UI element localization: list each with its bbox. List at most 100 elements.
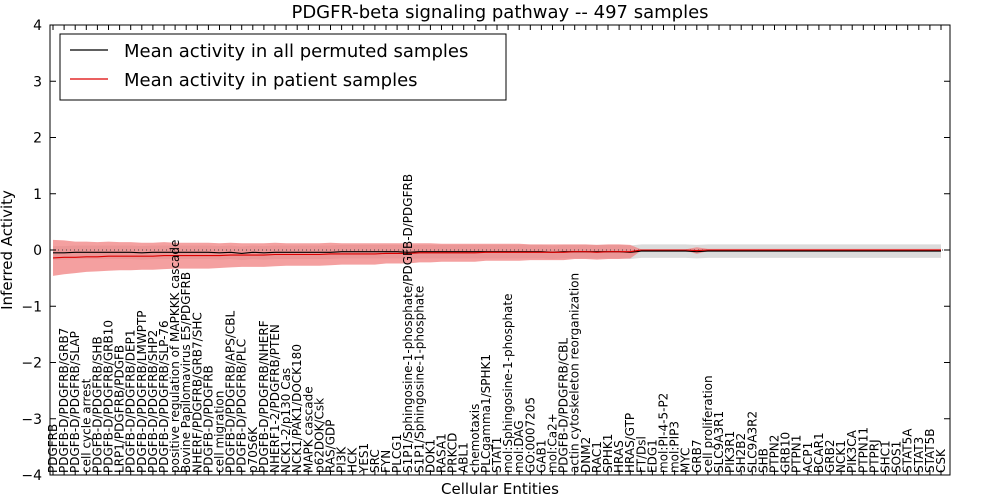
x-category-label: mol:DAG (512, 420, 526, 473)
x-category-label: PDGFB-D/PDGFRB/SHP2 (146, 330, 160, 473)
x-category-label: PDGFB-D/PDGFRB/APS/CBL (224, 310, 238, 473)
y-tick-label: −2 (21, 356, 42, 372)
x-category-label: NHERF/PDGFRB/GRB7/SHC (190, 312, 204, 473)
y-tick-label: 2 (33, 131, 42, 147)
x-category-label: DOK1 (423, 439, 437, 473)
line-patient (52, 249, 941, 259)
x-category-label: PDGFB-D/PDGFRB/SLP-76 (157, 320, 171, 473)
x-category-label: PLCG1 (390, 434, 404, 473)
x-category-label: actin cytoskeleton reorganization (568, 273, 582, 473)
x-category-label: p70S6K (246, 426, 260, 473)
x-category-label: PDGFB-D/PDGFRB/GRB7 (57, 328, 71, 473)
x-category-label: PTPN11 (856, 427, 870, 473)
x-category-label: EDG1 (645, 439, 659, 473)
y-tick-label: −1 (21, 299, 42, 315)
x-category-label: NCK1 (834, 440, 848, 473)
x-category-label: PTPN2 (768, 435, 782, 473)
x-category-label: GAB1 (534, 440, 548, 473)
x-category-label: GRB10 (779, 432, 793, 473)
x-category-label: PDGFRB (46, 424, 60, 473)
chart-title: PDGFR-beta signaling pathway -- 497 samp… (291, 2, 708, 23)
x-category-label: SLC9A3R1 (712, 411, 726, 473)
x-category-label: SOS1 (890, 441, 904, 473)
x-category-label: HRAS (612, 440, 626, 473)
x-category-label: NCK1/PAK1/DOCK180 (290, 344, 304, 473)
x-category-label: STAT1 (490, 437, 504, 473)
x-category-label: mol:Sphingosine-1-phosphate (501, 294, 515, 474)
x-category-label: BCAR1 (812, 432, 826, 473)
x-category-label: PTPN1 (790, 435, 804, 473)
y-tick-label: 1 (33, 187, 42, 203)
x-category-label: RAC1 (590, 441, 604, 473)
confidence-bands (53, 239, 941, 276)
x-category-label: PDGFB-D/PDGFRB/GRB10 (102, 320, 116, 473)
x-category-label: positive regulation of MAPKKK cascade (168, 240, 182, 473)
legend: Mean activity in all permuted samples Me… (59, 33, 507, 101)
legend-label-permuted: Mean activity in all permuted samples (124, 41, 468, 62)
x-category-label: cell proliferation (701, 375, 715, 473)
x-category-label: GO:0007205 (523, 397, 537, 473)
x-category-label: STAT5B (923, 429, 937, 474)
x-category-label: PDGFB-D/PDGFRB (201, 365, 215, 473)
x-category-label: FYN (379, 450, 393, 473)
x-category-label: MYC (679, 448, 693, 473)
series-lines (52, 249, 941, 259)
x-category-label: PDGFB-D/PDGFRB/NHERF (257, 320, 271, 473)
x-category-label: SLC9A3R2 (745, 411, 759, 473)
x-category-label: PRKCD (446, 433, 460, 473)
y-tick-label: −4 (21, 468, 42, 484)
x-category-label: PDGFB-D/PDGFRB/CBL (557, 338, 571, 473)
x-category-label: mol:Ca2+ (546, 413, 560, 473)
x-category-label: STAT5A (901, 428, 915, 473)
x-category-label: SRC (368, 449, 382, 473)
x-axis-title: Cellular Entities (441, 480, 559, 498)
x-category-label: ABL1 (457, 442, 471, 473)
x-category-label: cell migration (213, 391, 227, 473)
x-category-label: DNM2 (579, 437, 593, 473)
y-axis-title: Inferred Activity (0, 190, 16, 310)
x-category-label: RAS/GDP (324, 420, 338, 474)
x-category-label: SHC1 (879, 440, 893, 473)
y-tick-label: 3 (33, 74, 42, 90)
legend-label-patient: Mean activity in patient samples (124, 70, 418, 91)
x-category-label: PDGFB-D/PDGFRB/LMWPTP (135, 310, 149, 473)
legend-box (59, 33, 507, 101)
line-permuted (53, 250, 941, 254)
x-category-label: S1P1/Sphingosine-1-phosphate/PDGFB-D/PDG… (401, 174, 415, 473)
x-category-label: HCK (346, 447, 360, 473)
y-tick-label: 4 (33, 18, 42, 34)
x-category-label: RASA1 (435, 433, 449, 473)
x-category-label: mol:PIP3 (668, 421, 682, 473)
x-category-label: PIK3CA (845, 429, 859, 473)
y-axis: −4 −3 −2 −1 0 1 2 3 4 (21, 18, 950, 484)
x-category-label: MAPK cascade (301, 386, 315, 473)
x-category-label: PDGFB-D/PDGFRB/PLC (235, 339, 249, 473)
x-category-label: PTPRJ (867, 439, 881, 473)
x-category-label: HRAS/GTP (623, 413, 637, 473)
x-category-label: CSK (934, 448, 948, 473)
x-category-label: p62DOK/Csk (312, 398, 326, 473)
x-category-label: GRB7 (690, 439, 704, 473)
x-category-label: Bovine Papilomavirus E5/PDGFRB (179, 272, 193, 473)
x-category-label: GRB2 (823, 439, 837, 473)
y-tick-label: −3 (21, 412, 42, 428)
x-category-label: STAT3 (912, 437, 926, 473)
x-category-label: NHERF1-2/PDGFRB/PTEN (268, 324, 282, 473)
x-category-label: LRP1/PDGFRB/PDGFB (113, 345, 127, 473)
x-category-label: S1P1/Sphingosine-1-phosphate (412, 286, 426, 473)
x-category-label: PDGFB-D/PDGFRB/SHB (90, 336, 104, 473)
x-category-label: PIK3R1 (723, 431, 737, 473)
x-category-label: ACP1 (801, 442, 815, 473)
x-category-label: NCK1-2/p130 Cas (279, 368, 293, 473)
x-category-label: chemotaxis (468, 404, 482, 473)
x-category-label: FT/Dsl (634, 436, 648, 473)
x-category-label: PDGFB-D/PDGFRB/SLAP (68, 331, 82, 473)
x-category-label: SPHK1 (601, 434, 615, 473)
x-category-label: SH2B2 (734, 433, 748, 473)
x-axis: PDGFRBPDGFB-D/PDGFRB/GRB7PDGFB-D/PDGFRB/… (46, 25, 948, 475)
x-category-label: SHB (756, 448, 770, 473)
band-patient (53, 239, 941, 276)
x-category-label: mol:PI-4-5-P2 (657, 393, 671, 473)
